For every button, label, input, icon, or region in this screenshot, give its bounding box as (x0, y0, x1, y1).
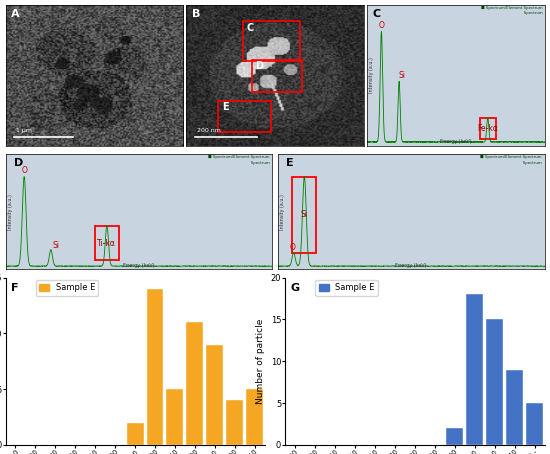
Text: 200 nm: 200 nm (197, 128, 221, 133)
Bar (506, 370, 523, 445)
Text: 1 µm: 1 µm (16, 128, 32, 133)
Text: O: O (21, 166, 27, 175)
Bar (226, 400, 243, 445)
Text: E: E (285, 158, 293, 168)
Text: Energy (keV): Energy (keV) (395, 263, 427, 268)
Text: Si: Si (398, 71, 405, 80)
Legend: Sample E: Sample E (316, 280, 378, 296)
Bar (480, 118, 496, 139)
Text: Energy (keV): Energy (keV) (440, 139, 472, 144)
Text: F: F (10, 283, 18, 293)
Bar (447, 428, 463, 445)
Bar (218, 100, 272, 132)
Bar (186, 322, 204, 445)
Bar (466, 294, 483, 445)
Text: ■ Spectrum/Element Spectrum
   Spectrum: ■ Spectrum/Element Spectrum Spectrum (208, 155, 270, 164)
Text: O: O (378, 21, 384, 30)
Text: B: B (191, 9, 200, 19)
Bar (167, 389, 183, 445)
Legend: Sample E: Sample E (36, 280, 98, 296)
Text: ■ Spectrum/Element Spectrum
   Spectrum: ■ Spectrum/Element Spectrum Spectrum (480, 155, 542, 164)
Text: Fe-kα: Fe-kα (477, 124, 498, 133)
Bar (293, 177, 316, 253)
Text: Si: Si (301, 210, 308, 219)
Text: Intensity (a.u.): Intensity (a.u.) (8, 194, 13, 230)
Text: C: C (372, 9, 381, 19)
Text: Si: Si (52, 241, 59, 250)
Bar (146, 289, 163, 445)
Bar (252, 59, 301, 92)
Text: A: A (11, 9, 19, 19)
Text: D: D (256, 61, 263, 71)
Text: C: C (246, 23, 254, 33)
Text: G: G (290, 283, 300, 293)
Text: D: D (14, 158, 23, 168)
Y-axis label: Number of particle: Number of particle (256, 319, 265, 404)
Bar (206, 345, 223, 445)
Text: Energy (keV): Energy (keV) (123, 263, 155, 268)
Text: Intensity (a.u.): Intensity (a.u.) (280, 194, 285, 230)
Text: O: O (289, 243, 295, 252)
Bar (126, 423, 144, 445)
Bar (243, 21, 300, 61)
Bar (246, 389, 263, 445)
Text: Intensity (a.u.): Intensity (a.u.) (369, 57, 374, 93)
Text: Ti-kα: Ti-kα (97, 239, 117, 248)
Text: E: E (222, 102, 228, 112)
Bar (526, 403, 543, 445)
Text: ■ Spectrum/Element Spectrum
   Spectrum: ■ Spectrum/Element Spectrum Spectrum (481, 6, 543, 15)
Bar (486, 320, 503, 445)
Bar (95, 226, 119, 261)
